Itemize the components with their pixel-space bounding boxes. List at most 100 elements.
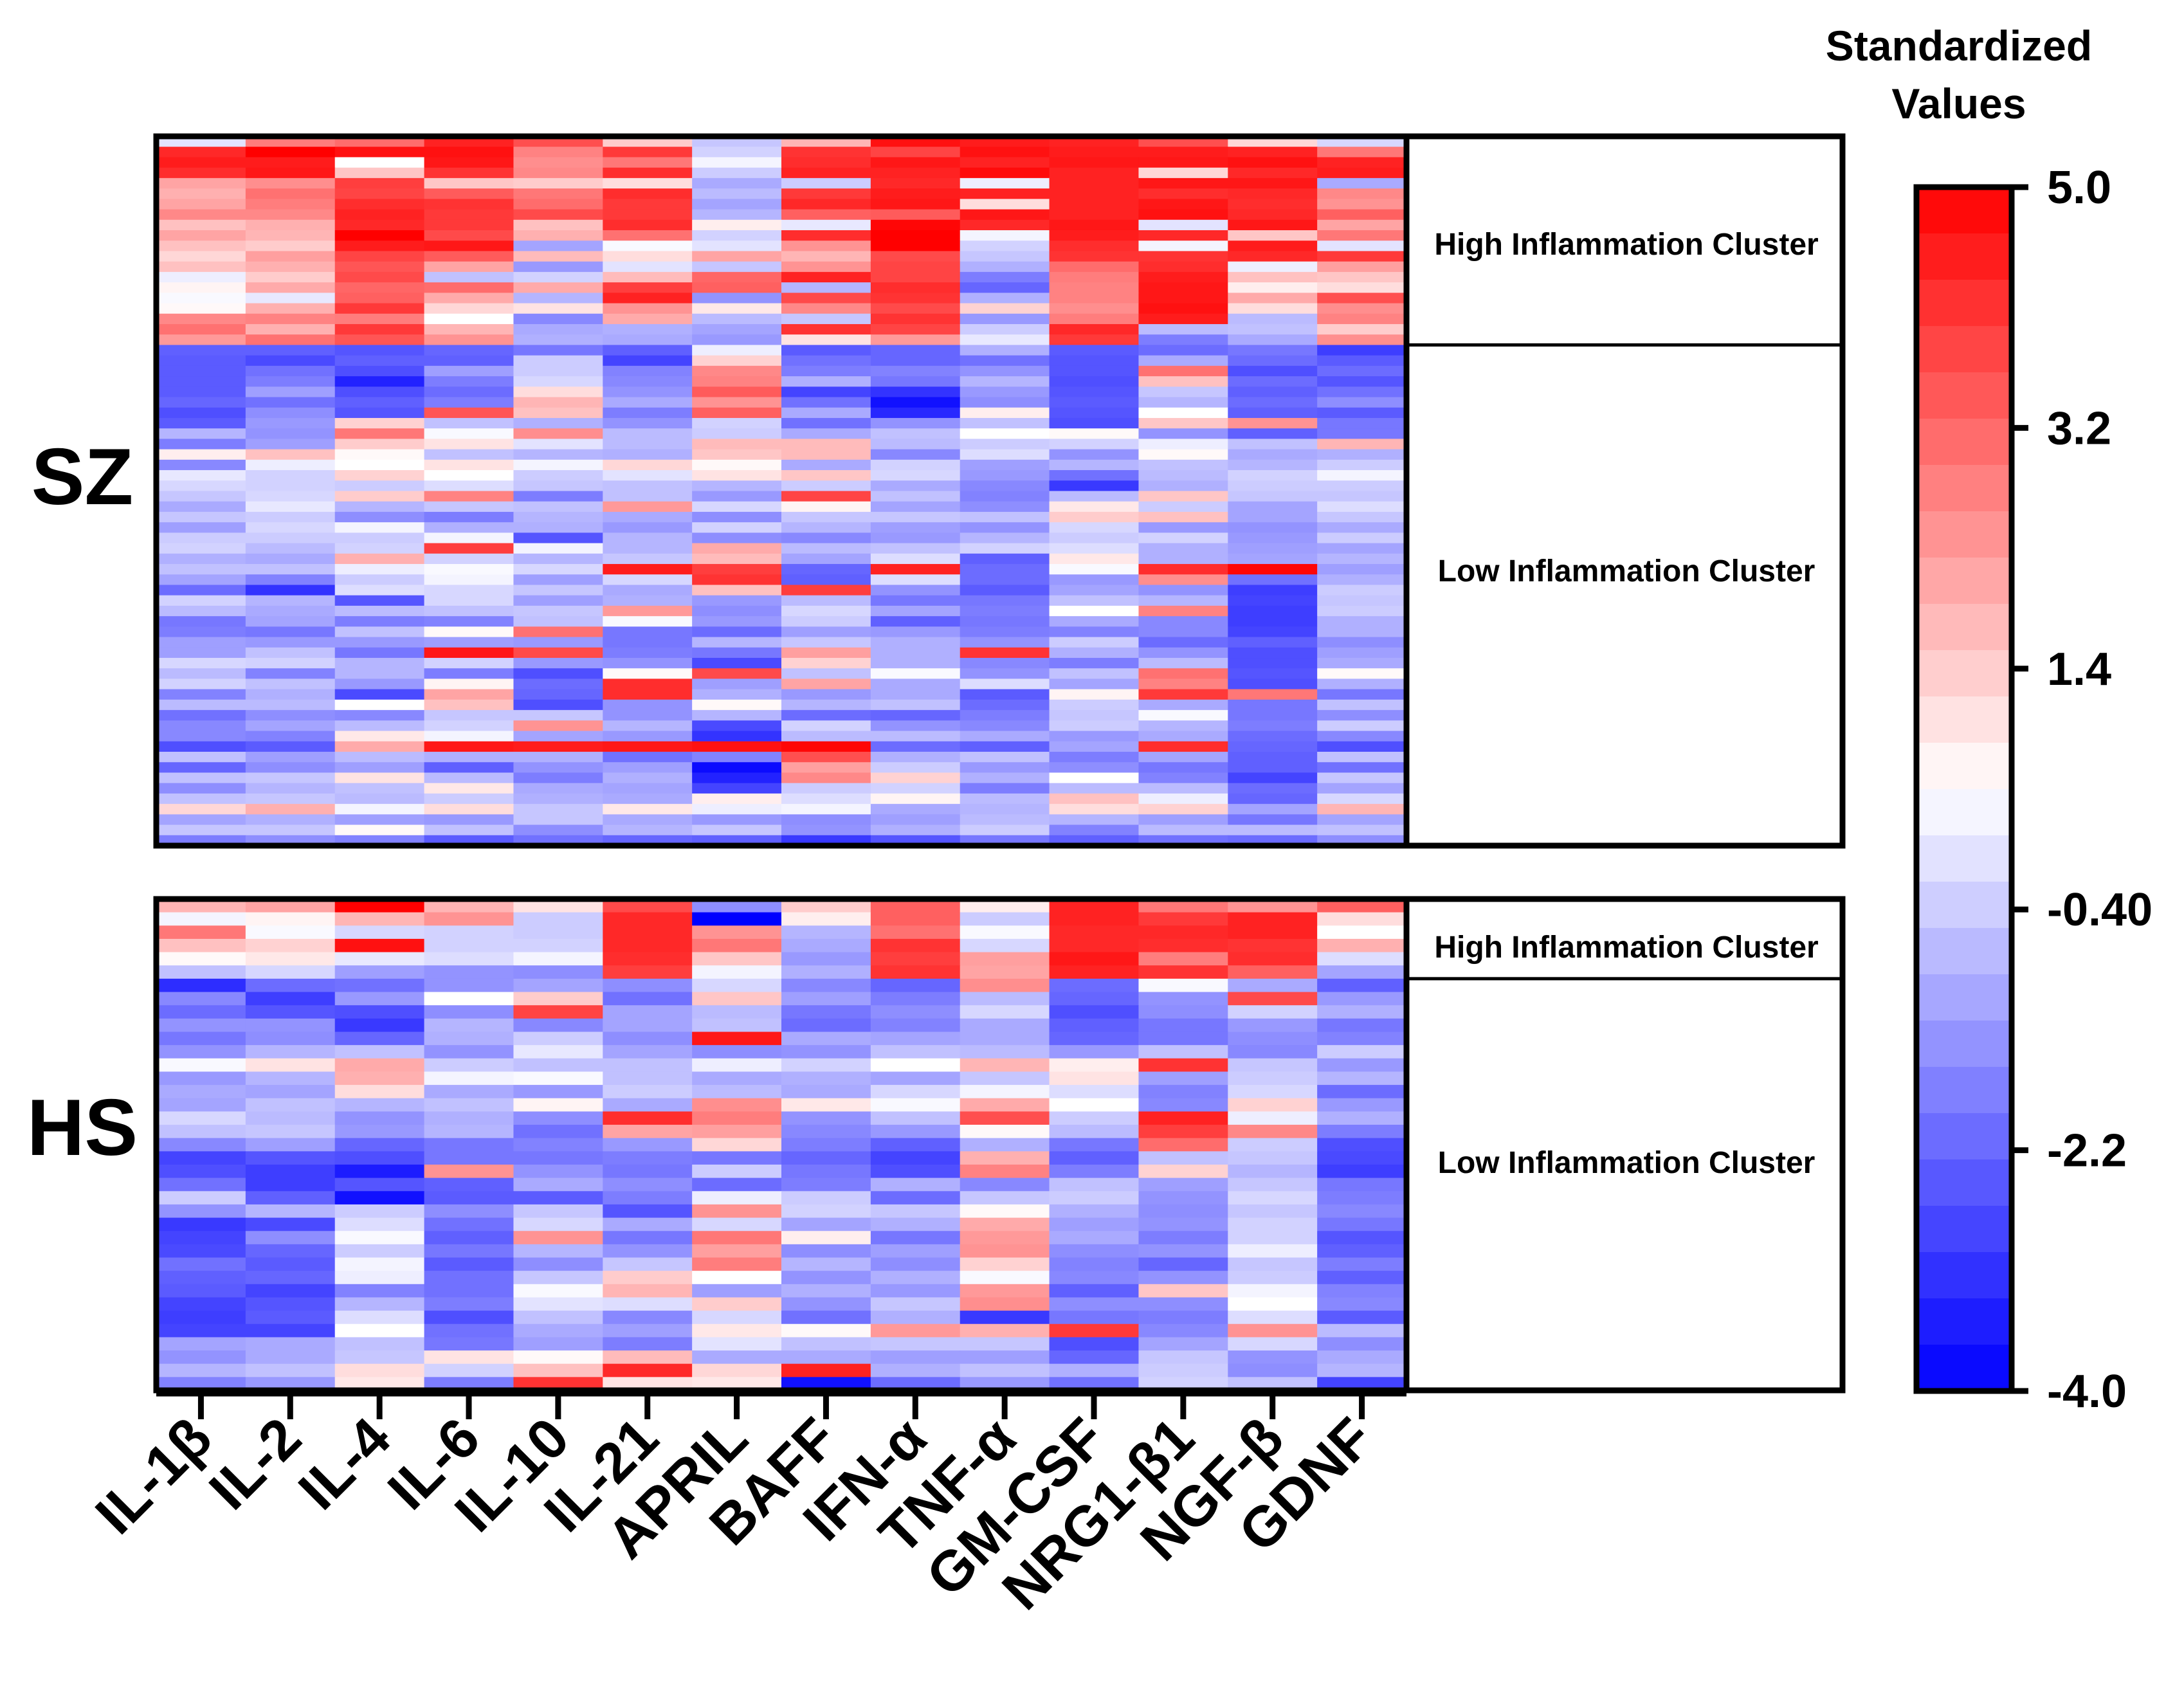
heatmap-cell [781,334,871,346]
heatmap-cell [781,1284,871,1298]
heatmap-cell [1138,491,1228,502]
heatmap-cell [156,1271,246,1285]
heatmap-cell [960,585,1050,596]
heatmap-cell [513,511,603,523]
heatmap-cell [513,1271,603,1285]
heatmap-cell [1049,678,1140,690]
heatmap-cell [156,1257,246,1271]
heatmap-cell [513,1337,603,1351]
heatmap-cell [1228,1377,1318,1391]
heatmap-cell [1228,793,1318,804]
heatmap-cell [870,574,961,586]
heatmap-cell [960,147,1050,158]
heatmap-cell [781,428,871,439]
heatmap-cell [424,157,514,168]
heatmap-cell [870,1031,961,1046]
heatmap-cell [1228,952,1318,966]
heatmap-cell [1228,365,1318,377]
heatmap-cell [424,1363,514,1377]
heatmap-cell [1228,209,1318,221]
heatmap-cell [245,762,336,774]
heatmap-cell [1228,251,1318,262]
heatmap-cell [513,428,603,439]
heatmap-cell [1317,783,1407,794]
heatmap-cell [870,824,961,836]
heatmap-cell [245,1271,336,1285]
heatmap-cell [334,167,425,179]
heatmap-cell [1228,397,1318,408]
heatmap-cell [1138,952,1228,966]
heatmap-cell [424,595,514,606]
heatmap-cell [960,459,1050,471]
heatmap-cell [960,491,1050,502]
heatmap-cell [156,1111,246,1125]
heatmap-cell [603,710,693,721]
heatmap-cell [781,1363,871,1377]
heatmap-cell [1049,626,1140,638]
colorbar-step [1916,604,2012,651]
heatmap-cell [334,439,425,450]
heatmap-cell [1228,772,1318,784]
heatmap-cell [1138,574,1228,586]
heatmap-cell [603,1337,693,1351]
heatmap-cell [603,1350,693,1365]
heatmap-cell [513,345,603,356]
heatmap-cell [1138,271,1228,283]
heatmap-cell [1049,397,1140,408]
heatmap-cell [1049,1125,1140,1139]
heatmap-cell [334,199,425,210]
heatmap-cell [870,1350,961,1365]
heatmap-cell [334,710,425,721]
heatmap-cell [1228,1323,1318,1338]
heatmap-cell [692,501,782,513]
heatmap-cell [156,1284,246,1298]
heatmap-cell [1049,251,1140,262]
heatmap-cell [156,355,246,367]
heatmap-cell [513,658,603,669]
heatmap-cell [1317,752,1407,763]
heatmap-cell [603,762,693,774]
heatmap-cell [960,532,1050,544]
heatmap-cell [245,230,336,241]
heatmap-cell [1138,1204,1228,1219]
heatmap-cell [870,595,961,606]
heatmap-cell [1228,938,1318,953]
heatmap-cell [513,261,603,273]
heatmap-cell [603,1191,693,1205]
heatmap-cell [513,1311,603,1325]
heatmap-cell [960,912,1050,926]
heatmap-cell [424,167,514,179]
heatmap-cell [513,543,603,554]
heatmap-cell [960,925,1050,940]
heatmap-cell [334,449,425,460]
heatmap-cell [156,1311,246,1325]
heatmap-cell [513,793,603,804]
heatmap-cell [334,616,425,627]
heatmap-cell [960,522,1050,533]
heatmap-cell [424,147,514,158]
heatmap-cell [603,647,693,659]
heatmap-cell [156,1018,246,1033]
colorbar-tick-label: -4.0 [2047,1366,2127,1417]
heatmap-cell [603,470,693,481]
heatmap-cell [424,1257,514,1271]
heatmap-cell [960,731,1050,742]
heatmap-cell [870,1058,961,1073]
heatmap-cell [424,511,514,523]
heatmap-cell [692,658,782,669]
heatmap-cell [245,251,336,262]
heatmap-cell [781,752,871,763]
heatmap-cell [334,965,425,979]
colorbar-step [1916,372,2012,419]
heatmap-cell [245,699,336,711]
heatmap-cell [781,553,871,565]
panel-frame [153,133,1846,849]
heatmap-cell [1228,501,1318,513]
heatmap-cell [1317,188,1407,199]
heatmap-cell [156,303,246,314]
heatmap-cell [1317,793,1407,804]
heatmap-cell [870,313,961,325]
heatmap-cell [870,1125,961,1139]
heatmap-cell [1228,1231,1318,1245]
heatmap-cell [156,1005,246,1019]
